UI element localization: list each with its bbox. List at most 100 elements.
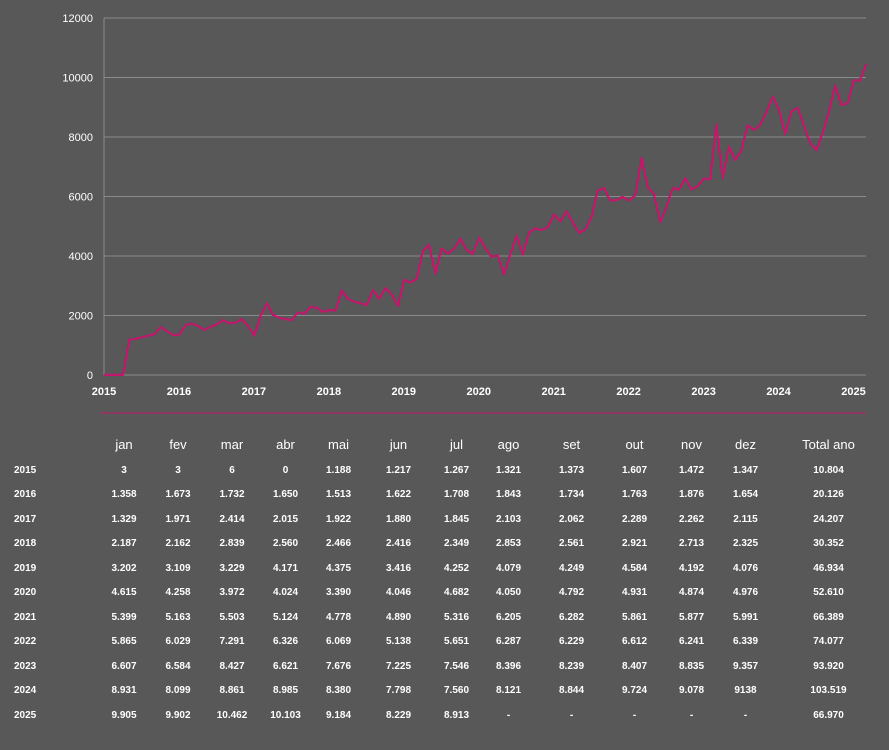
x-tick-label: 2017 (242, 386, 266, 398)
table-row: 2023 6.607 6.584 8.427 6.621 7.676 7.225 7.546 8… (0, 654, 889, 679)
cell-value: 3.109 (165, 562, 191, 574)
cell-value: 9.184 (325, 709, 352, 721)
header-month: ago (497, 436, 520, 452)
y-tick-label: 8000 (69, 132, 93, 144)
cell-value: 8.985 (272, 685, 299, 697)
cell-value: 5.138 (385, 636, 412, 648)
y-axis-ticks: 0 2000 4000 6000 8000 10000 12000 (62, 13, 93, 382)
cell-value: 8.931 (111, 685, 137, 697)
cell-value: 4.778 (325, 611, 352, 623)
cell-value: 4.615 (111, 587, 137, 599)
cell-value: 3 (121, 464, 127, 476)
cell-value: 4.890 (385, 611, 412, 623)
cell-value: 4.375 (325, 562, 352, 574)
header-month: nov (681, 436, 702, 452)
cell-value: 6.029 (165, 636, 191, 648)
cell-total: 52.610 (813, 587, 844, 599)
cell-value: 5.503 (219, 611, 245, 623)
cell-value: 2.839 (219, 538, 245, 550)
cell-value: 3 (175, 464, 181, 476)
cell-value: 4.976 (732, 587, 759, 599)
x-tick-label: 2015 (92, 386, 116, 398)
table-row: 2019 3.202 3.109 3.229 4.171 4.375 3.416 4.252 4… (0, 556, 889, 581)
header-corner (0, 430, 95, 458)
cell-value: 4.046 (385, 587, 412, 599)
cell-value: 4.792 (558, 587, 585, 599)
cell-value: 6.241 (678, 636, 705, 648)
cell-value: 2.015 (272, 513, 299, 525)
header-month: abr (276, 436, 295, 452)
table-row: 2015 3 3 6 0 1.188 1.217 1.267 1.321 1.373 1.607 1.… (0, 458, 889, 483)
header-month: dez (735, 436, 756, 452)
cell-value: 7.676 (325, 660, 352, 672)
y-tick-label: 6000 (69, 192, 93, 204)
cell-value: 4.050 (495, 587, 522, 599)
cell-value: 8.835 (678, 660, 705, 672)
row-year-label: 2024 (14, 685, 37, 697)
cell-value: 0 (282, 464, 289, 476)
row-year-label: 2017 (14, 513, 37, 525)
cell-total: 10.804 (813, 464, 844, 476)
cell-total: 46.934 (813, 562, 844, 574)
row-year-label: 2025 (14, 709, 37, 721)
cell-value: 9.905 (111, 709, 137, 721)
cell-value: 8.396 (495, 660, 522, 672)
header-month: jan (115, 436, 133, 452)
line-chart: 0 2000 4000 6000 8000 10000 12000 2015 2016 2017… (62, 13, 868, 414)
y-tick-label: 2000 (69, 311, 93, 323)
x-tick-label: 2023 (691, 386, 715, 398)
cell-value: 6 (229, 464, 235, 476)
cell-value: 5.124 (272, 611, 299, 623)
cell-value: 1.217 (385, 464, 412, 476)
cell-value: 2.853 (495, 538, 522, 550)
cell-value: 9.357 (732, 660, 759, 672)
cell-value: 2.062 (558, 513, 585, 525)
cell-total: 93.920 (813, 660, 844, 672)
cell-value: 5.861 (621, 611, 648, 623)
series-line (104, 63, 868, 377)
x-tick-label: 2021 (541, 386, 565, 398)
cell-value: 8.861 (219, 685, 245, 697)
cell-value: 10.462 (216, 709, 248, 721)
row-year-label: 2019 (14, 562, 37, 574)
cell-value: 7.546 (443, 660, 470, 672)
cell-value: 1.347 (732, 464, 759, 476)
cell-value: 6.282 (558, 611, 585, 623)
cell-value: 2.325 (732, 538, 759, 550)
cell-value: 6.287 (495, 636, 522, 648)
cell-value: 1.708 (443, 489, 470, 501)
cell-value: 7.560 (443, 685, 470, 697)
cell-value: 8.099 (165, 685, 191, 697)
header-month: mai (328, 436, 349, 452)
cell-value: 1.373 (558, 464, 585, 476)
table-row: 2022 5.865 6.029 7.291 6.326 6.069 5.138 5.651 6… (0, 630, 889, 655)
cell-value: 3.972 (219, 587, 245, 599)
header-month: mar (220, 436, 244, 452)
cell-value: 8.427 (219, 660, 245, 672)
cell-value: 8.913 (443, 709, 470, 721)
cell-value: 4.874 (678, 587, 705, 599)
x-tick-label: 2020 (467, 386, 491, 398)
cell-total: 30.352 (813, 538, 844, 550)
cell-value: 7.798 (385, 685, 412, 697)
cell-value: 1.843 (495, 489, 522, 501)
cell-value: - (743, 709, 748, 721)
header-month: jul (449, 436, 463, 452)
x-tick-label: 2018 (317, 386, 341, 398)
cell-value: - (569, 709, 574, 721)
chart-grid (103, 17, 866, 376)
cell-value: 4.079 (495, 562, 522, 574)
row-year-label: 2021 (14, 611, 37, 623)
cell-value: 1.321 (495, 464, 522, 476)
cell-value: 2.289 (621, 513, 648, 525)
cell-value: 9138 (734, 685, 757, 697)
cell-value: 8.239 (558, 660, 585, 672)
cell-total: 66.389 (813, 611, 844, 623)
cell-value: 2.115 (733, 513, 758, 525)
cell-total: 74.077 (813, 636, 844, 648)
cell-value: 3.390 (325, 587, 352, 599)
cell-value: 5.316 (443, 611, 470, 623)
row-year-label: 2022 (14, 636, 37, 648)
cell-value: - (632, 709, 637, 721)
cell-value: 4.252 (443, 562, 470, 574)
